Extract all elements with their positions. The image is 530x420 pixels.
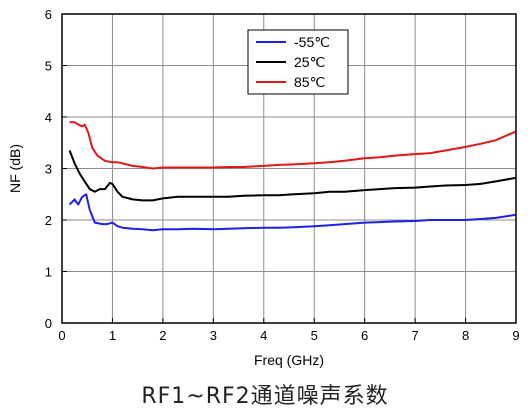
y-tick-label: 6 xyxy=(45,7,52,22)
x-tick-label: 6 xyxy=(361,328,368,343)
x-tick-label: 9 xyxy=(512,328,519,343)
legend: -55℃ 25℃ 85℃ xyxy=(247,29,349,95)
axis-ticks: 0 1 2 3 4 5 6 7 8 9 0 1 2 3 4 5 6 xyxy=(45,7,520,343)
legend-label: 25℃ xyxy=(294,54,325,70)
x-tick-label: 2 xyxy=(159,328,166,343)
legend-label: 85℃ xyxy=(294,74,325,90)
x-tick-label: 5 xyxy=(311,328,318,343)
series-lines xyxy=(68,121,517,232)
series-line-2 xyxy=(69,121,517,170)
x-tick-label: 4 xyxy=(260,328,267,343)
x-tick-label: 7 xyxy=(411,328,418,343)
y-tick-label: 4 xyxy=(45,110,52,125)
noise-figure-chart: 0 1 2 3 4 5 6 7 8 9 0 1 2 3 4 5 6 Freq (GHz) NF (dB) -55… xyxy=(7,7,520,368)
x-tick-label: 8 xyxy=(462,328,469,343)
x-tick-label: 1 xyxy=(109,328,116,343)
y-axis-label: NF (dB) xyxy=(7,144,23,193)
y-tick-label: 0 xyxy=(45,316,52,331)
legend-label: -55℃ xyxy=(294,34,330,50)
y-tick-label: 3 xyxy=(45,162,52,177)
series-line-1 xyxy=(68,150,517,202)
x-axis-label: Freq (GHz) xyxy=(254,352,324,368)
y-tick-label: 1 xyxy=(45,265,52,280)
y-tick-label: 5 xyxy=(45,59,52,74)
series-line-0 xyxy=(68,193,517,232)
x-tick-label: 3 xyxy=(210,328,217,343)
x-tick-label: 0 xyxy=(58,328,65,343)
y-tick-label: 2 xyxy=(45,213,52,228)
figure-caption: RF1~RF2通道噪声系数 xyxy=(141,384,389,409)
